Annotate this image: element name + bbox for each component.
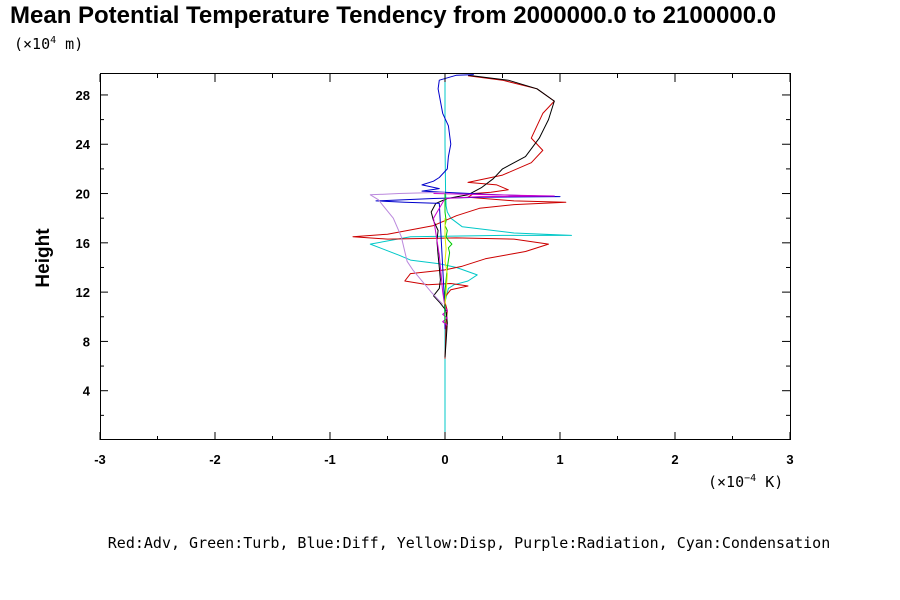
y-tick-label: 16 [76,236,90,251]
plot-series [352,74,572,440]
x-unit-exponent: −4 [744,473,756,484]
x-tick-label: 3 [786,452,793,467]
x-axis-ticks: -3 -2 -1 0 1 2 3 [94,74,794,467]
x-tick-label: 0 [441,452,448,467]
y-tick-label: 24 [76,137,91,152]
x-axis-unit: (×10−4 K) [708,473,783,491]
y-tick-label: 12 [76,285,90,300]
series-line-5 [369,191,446,305]
x-tick-label: -2 [209,452,221,467]
y-unit-suffix: m) [56,35,83,53]
x-tick-label: 2 [671,452,678,467]
y-tick-label: 8 [83,334,90,349]
series-line-0 [369,74,572,440]
x-tick-label: 1 [556,452,563,467]
y-tick-label: 28 [76,88,90,103]
y-tick-label: 4 [83,384,91,399]
series-line-6 [444,193,453,323]
chart-title: Mean Potential Temperature Tendency from… [10,2,776,29]
x-unit-suffix: K) [756,473,783,491]
y-tick-label: 20 [76,187,90,202]
series-line-4 [433,193,555,326]
series-line-1 [352,75,567,359]
y-unit-prefix: (×10 [14,35,50,53]
series-line-3 [375,74,561,330]
y-axis-unit: (×104 m) [14,35,83,53]
y-axis-ticks: 4 8 12 16 20 24 28 [76,88,790,416]
y-axis-title: Height [33,228,54,288]
legend-text: Red:Adv, Green:Turb, Blue:Diff, Yellow:D… [108,534,830,552]
y-unit-exponent: 4 [50,35,56,46]
x-tick-label: -1 [324,452,336,467]
x-tick-label: -3 [94,452,106,467]
series-line-7 [444,218,448,305]
series-line-2 [430,74,555,358]
x-unit-prefix: (×10 [708,473,744,491]
